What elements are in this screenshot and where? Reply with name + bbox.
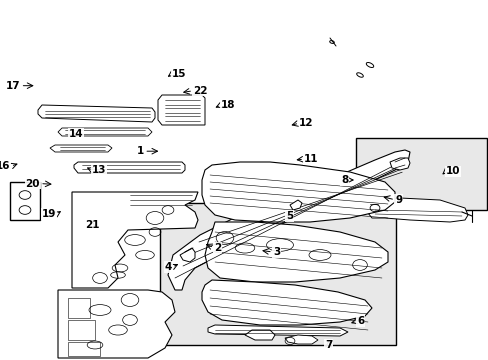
Text: 3: 3 bbox=[272, 247, 280, 257]
Text: 20: 20 bbox=[25, 179, 40, 189]
Polygon shape bbox=[74, 162, 184, 173]
Polygon shape bbox=[202, 280, 371, 325]
Bar bbox=[355, 138, 486, 210]
Polygon shape bbox=[50, 145, 112, 152]
Text: 18: 18 bbox=[221, 100, 235, 110]
Polygon shape bbox=[180, 248, 195, 262]
Text: 21: 21 bbox=[84, 220, 99, 230]
Polygon shape bbox=[58, 290, 175, 358]
Text: 11: 11 bbox=[304, 154, 318, 164]
Text: 22: 22 bbox=[193, 86, 207, 96]
Polygon shape bbox=[389, 158, 409, 170]
Polygon shape bbox=[38, 105, 155, 122]
Text: 6: 6 bbox=[356, 316, 364, 326]
Text: 9: 9 bbox=[394, 195, 402, 205]
Polygon shape bbox=[367, 198, 467, 222]
Polygon shape bbox=[10, 182, 40, 220]
Polygon shape bbox=[207, 325, 347, 336]
Polygon shape bbox=[204, 222, 387, 282]
Polygon shape bbox=[72, 192, 198, 288]
Polygon shape bbox=[158, 95, 204, 125]
Text: 10: 10 bbox=[445, 166, 460, 176]
Text: 12: 12 bbox=[299, 118, 313, 128]
Bar bbox=[160, 203, 395, 345]
Text: 4: 4 bbox=[164, 262, 172, 272]
Text: 1: 1 bbox=[137, 146, 144, 156]
Polygon shape bbox=[289, 200, 302, 210]
Text: 15: 15 bbox=[172, 69, 186, 79]
Polygon shape bbox=[168, 150, 409, 290]
Text: 13: 13 bbox=[92, 165, 106, 175]
Text: 5: 5 bbox=[285, 211, 292, 221]
Polygon shape bbox=[285, 335, 317, 344]
Text: 7: 7 bbox=[324, 340, 332, 350]
Text: 16: 16 bbox=[0, 161, 11, 171]
Text: 14: 14 bbox=[68, 129, 83, 139]
Text: 8: 8 bbox=[340, 175, 347, 185]
Text: 2: 2 bbox=[214, 243, 221, 253]
Text: 19: 19 bbox=[42, 209, 56, 219]
Polygon shape bbox=[202, 162, 394, 222]
Polygon shape bbox=[58, 128, 152, 136]
Polygon shape bbox=[244, 330, 274, 340]
Text: 17: 17 bbox=[6, 81, 20, 91]
